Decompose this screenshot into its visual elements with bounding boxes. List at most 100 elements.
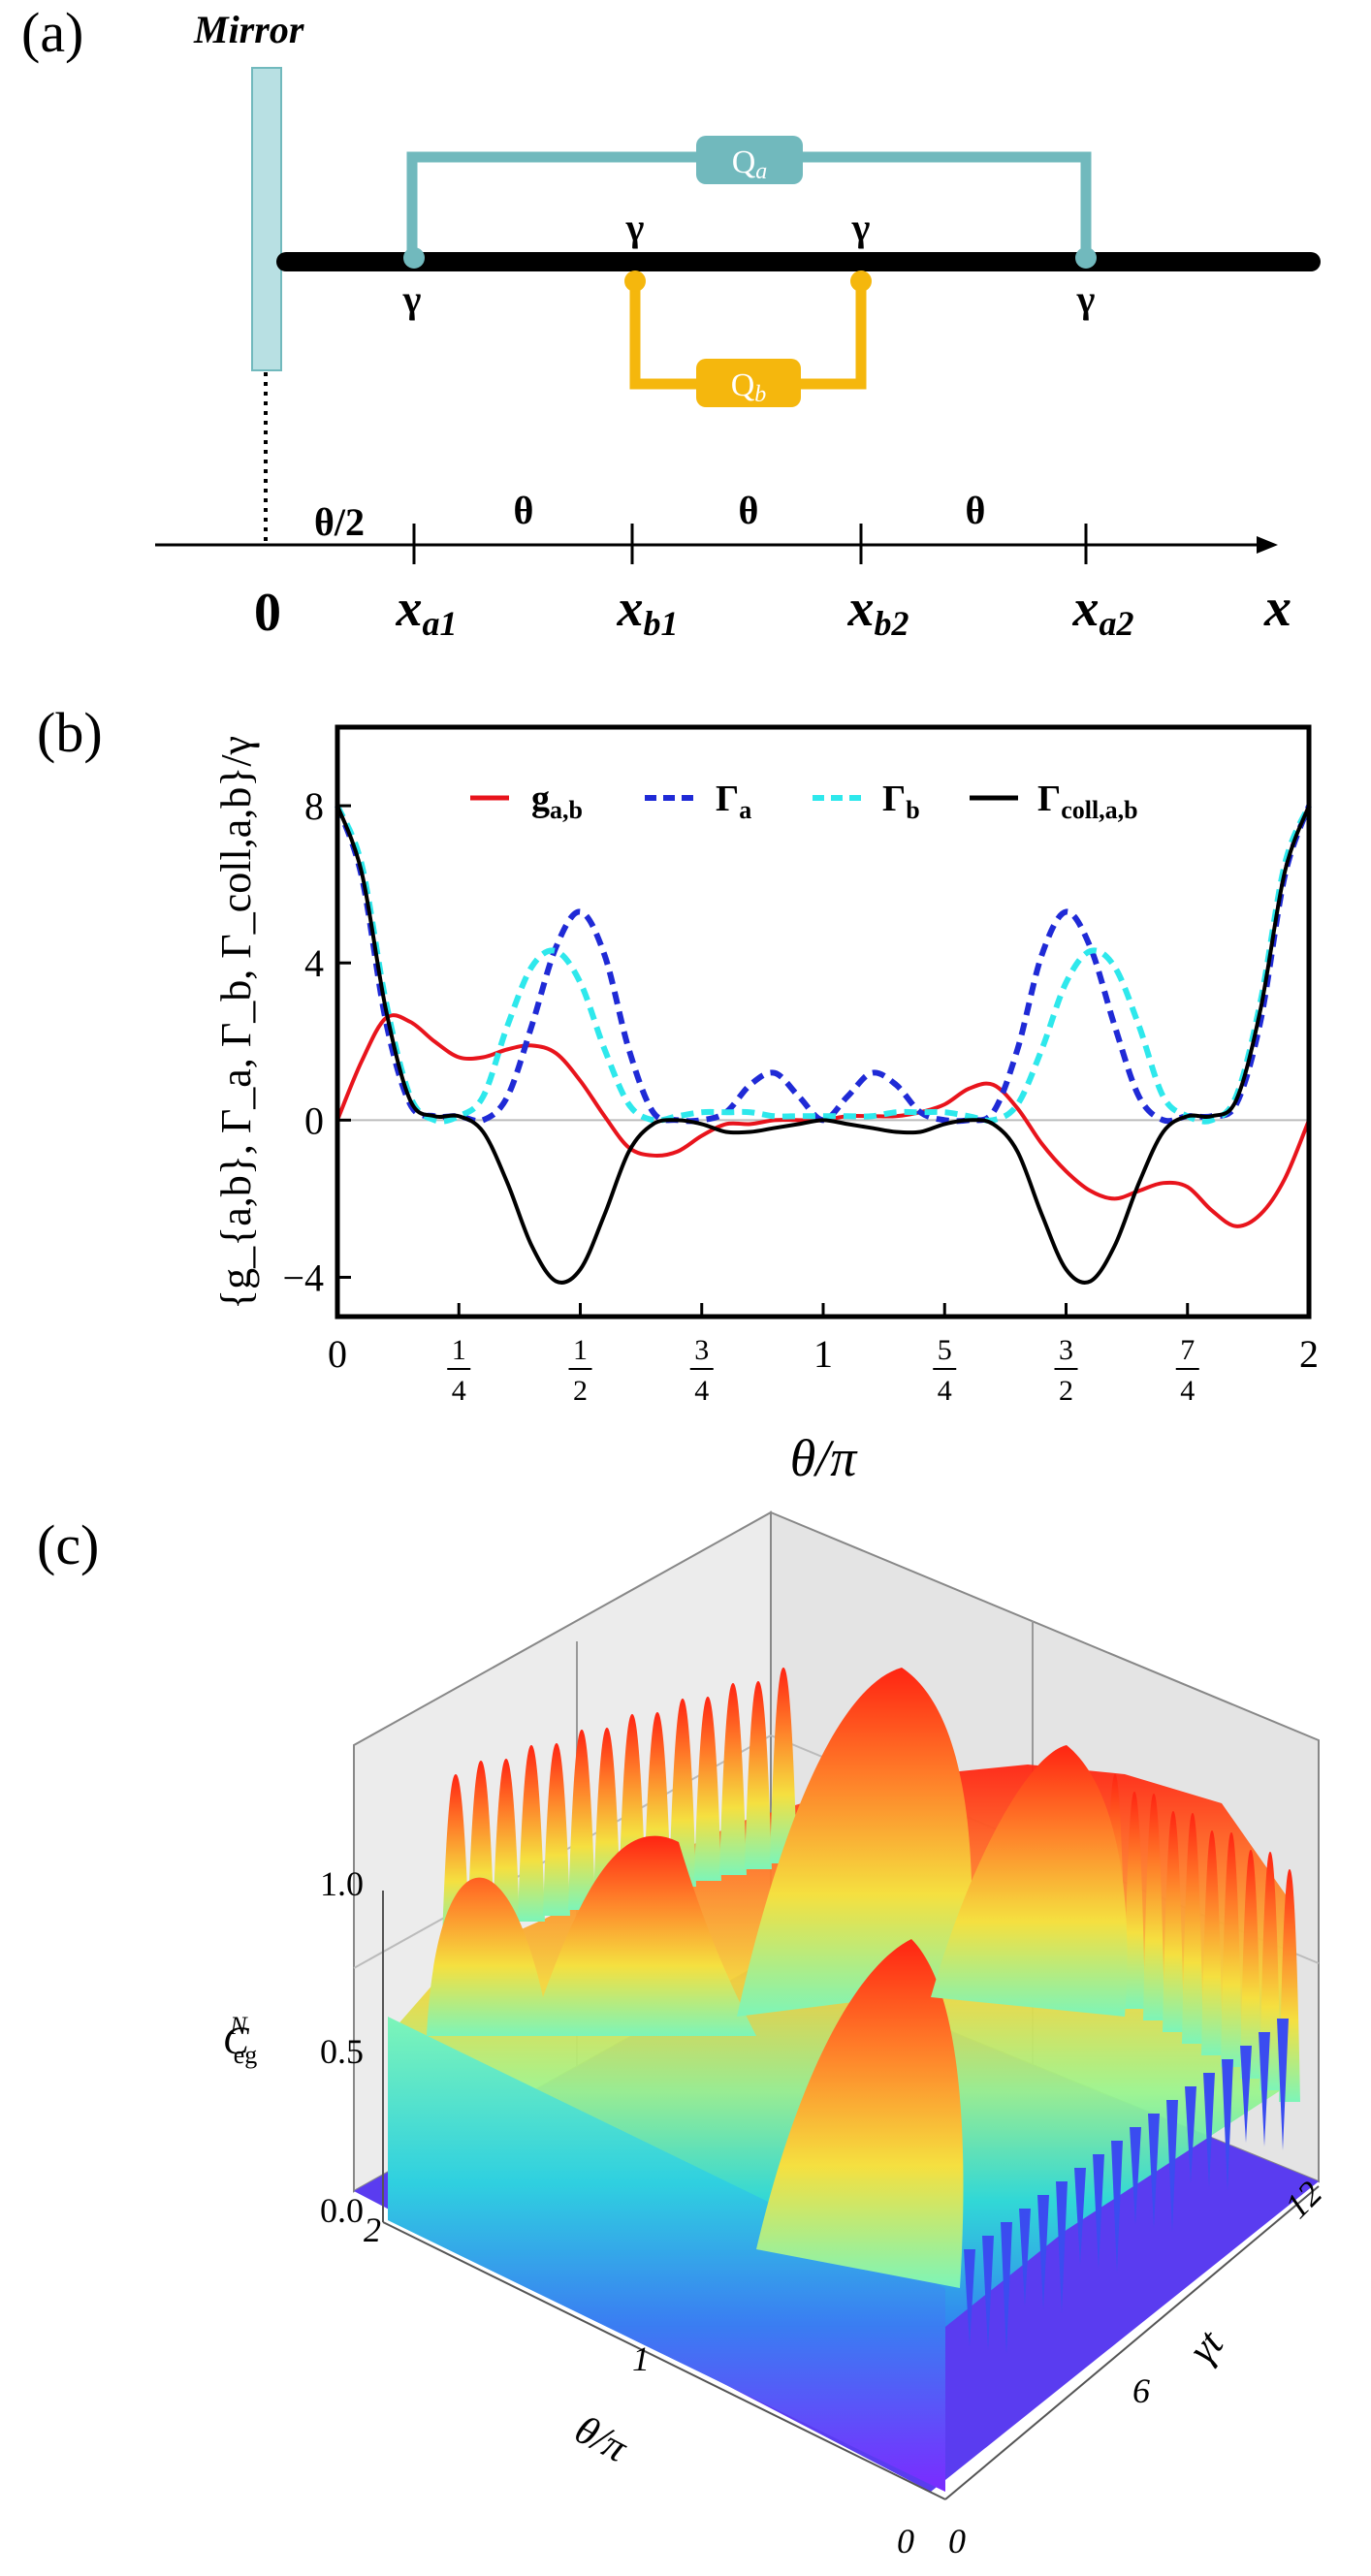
x-tick-label: 1 (813, 1332, 833, 1376)
z-tick-label-2: 1.0 (320, 1864, 364, 1903)
theta-label-3: θ (966, 489, 986, 532)
right-ridge-peak (1182, 1813, 1203, 2044)
qb-atom-2 (850, 270, 872, 292)
front-spike (1037, 2195, 1049, 2309)
time-axis-edge (944, 2185, 1320, 2500)
qa-box (696, 136, 803, 184)
back-ridge-peak (745, 1681, 772, 1869)
x-tick-label: 12 (568, 1334, 592, 1407)
qa-atom-1 (403, 247, 425, 269)
right-ridge-peak (1221, 1832, 1242, 2067)
theta-axis-edge (382, 2221, 946, 2500)
panel-a-schematic: Mirror Qa Qb γ γ γ γ θ/2 θ θ θ 0 xa1 (155, 8, 1321, 643)
position-label-b2: xb2 (847, 579, 909, 643)
x-tick-label: 74 (1175, 1334, 1199, 1407)
y-tick-label: 8 (304, 784, 324, 828)
front-spike (964, 2249, 975, 2346)
x-tick-label: 32 (1054, 1334, 1078, 1407)
svg-text:3: 3 (694, 1334, 709, 1366)
gamma-label-b2: γ (851, 206, 871, 249)
back-ridge-peak (568, 1730, 595, 1910)
surface-hump-4 (931, 1745, 1128, 2017)
qb-atom-1 (624, 270, 646, 292)
back-ridge-peak (669, 1699, 696, 1887)
back-ridge-peak (770, 1668, 797, 1863)
qa-atom-2 (1075, 247, 1097, 269)
back-ridge-peak (493, 1759, 520, 1927)
panel-label-b: (b) (37, 701, 103, 764)
position-axis-arrow (1257, 536, 1278, 554)
chart-b-series (335, 804, 1312, 1285)
gamma-label-b1: γ (625, 206, 645, 249)
x-tick-label: 0 (328, 1332, 347, 1376)
series-line-gamma-b (335, 804, 1312, 1125)
surface-hump-3 (756, 1939, 964, 2288)
chart-b-xlabel: θ/π (790, 1429, 859, 1487)
series-line-gamma-a (335, 805, 1312, 1125)
mirror (251, 67, 282, 371)
back-ridge-peak (543, 1743, 570, 1916)
z-axis-label: CegN (223, 2012, 257, 2069)
z-tick-label-1: 0.5 (320, 2032, 364, 2071)
right-ridge-peak (1240, 1850, 1261, 2079)
front-spike (1019, 2209, 1031, 2306)
front-spike (1259, 2032, 1270, 2147)
y-tick-label: 0 (304, 1098, 324, 1142)
qb-box (696, 359, 801, 407)
surface-hump-1 (427, 1835, 756, 2036)
svg-text:4: 4 (938, 1375, 952, 1407)
mirror-label: Mirror (193, 8, 304, 51)
legend-label-g: ga,b (531, 779, 583, 824)
back-ridge-peak (518, 1745, 545, 1922)
z-tick-label-0: 0.0 (320, 2191, 364, 2230)
qb-label: Qb (731, 367, 767, 407)
back-ridge-peak (694, 1697, 721, 1881)
position-label-b1: xb1 (617, 579, 679, 643)
surface-hump-2 (737, 1668, 972, 2017)
svg-text:7: 7 (1180, 1334, 1195, 1366)
chart-b-frame (335, 724, 1312, 1320)
theta-tick-label-0: 2 (364, 2210, 381, 2249)
svg-text:3: 3 (1059, 1334, 1073, 1366)
time-axis-label: γt (1180, 2321, 1232, 2371)
theta-label-2: θ (739, 489, 759, 532)
x-tick-label: 54 (933, 1334, 957, 1407)
svg-text:4: 4 (452, 1375, 466, 1407)
gamma-label-a1: γ (402, 277, 422, 321)
front-spike (1240, 2046, 1252, 2143)
series-line-gamma-coll (335, 805, 1311, 1285)
theta-tick-label-2: 0 (897, 2522, 914, 2560)
front-spike (1001, 2222, 1012, 2354)
right-ridge-peak (1163, 1811, 1184, 2032)
front-spike (1074, 2168, 1086, 2265)
panel-label-c: (c) (37, 1513, 100, 1576)
qa-label: Qa (732, 144, 768, 184)
svg-text:4: 4 (694, 1375, 709, 1407)
surface-front-spikes (964, 2019, 1289, 2354)
right-ridge-peak (1201, 1830, 1223, 2055)
y-tick-label: −4 (282, 1256, 324, 1299)
chart-b-legend: ga,b Γa Γb Γcoll,a,b (470, 779, 1138, 824)
front-spike (1185, 2086, 1196, 2183)
x-tick-label: 34 (689, 1334, 714, 1407)
front-spike (1056, 2181, 1068, 2313)
svg-text:5: 5 (938, 1334, 952, 1366)
right-ridge-peak (1259, 1852, 1281, 2090)
theta-axis-label: θ/π (567, 2407, 635, 2471)
time-tick-label-1: 6 (1132, 2371, 1150, 2410)
theta-label-1: θ (514, 489, 534, 532)
svg-text:1: 1 (452, 1334, 466, 1366)
gamma-label-a2: γ (1076, 277, 1096, 321)
half-theta-label: θ/2 (314, 500, 365, 544)
panel-c-surface: 0.0 0.5 1.0 CegN 2 1 0 θ/π 0 6 12 γt (223, 1511, 1329, 2560)
svg-text:2: 2 (1059, 1375, 1073, 1407)
front-spike (1277, 2019, 1289, 2150)
front-spike (1222, 2059, 1233, 2191)
front-spike (1166, 2100, 1178, 2232)
position-label-a1: xa1 (396, 579, 458, 643)
panel-label-a: (a) (21, 1, 84, 64)
theta-tick-label-1: 1 (632, 2339, 650, 2378)
legend-label-gamma-b: Γb (882, 779, 920, 824)
